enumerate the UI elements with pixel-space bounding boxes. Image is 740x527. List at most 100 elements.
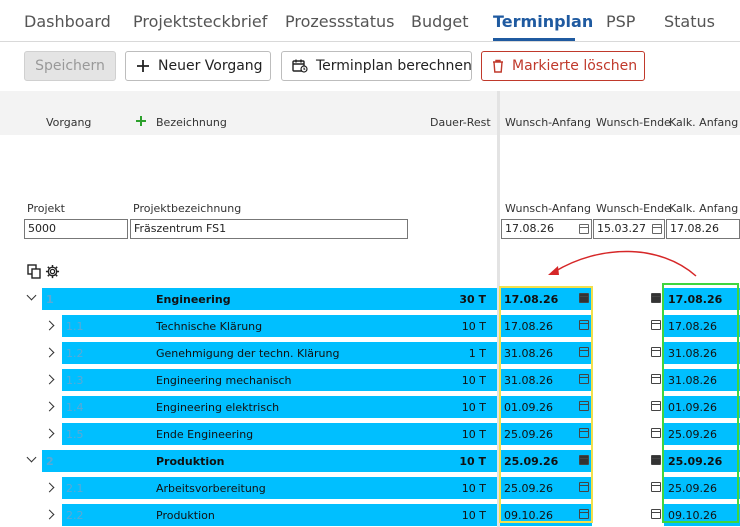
task-dauer: 1 T xyxy=(468,347,486,360)
tab-status[interactable]: Status xyxy=(664,12,715,31)
table-row[interactable]: 1 Engineering 30 T 17.08.26 17.08.26 xyxy=(0,288,740,310)
table-row[interactable]: 1.1 Technische Klärung 10 T 17.08.26 17.08.2… xyxy=(0,315,740,337)
row-highlight xyxy=(500,423,592,445)
chevron-down-icon[interactable] xyxy=(26,290,37,301)
grid-header xyxy=(0,91,740,135)
row-highlight xyxy=(500,477,592,499)
task-wunsch-anfang[interactable]: 25.09.26 xyxy=(504,428,553,441)
calendar-icon[interactable] xyxy=(579,455,589,465)
row-highlight xyxy=(500,450,592,472)
calendar-icon[interactable] xyxy=(579,293,589,303)
tab-dashboard[interactable]: Dashboard xyxy=(24,12,111,31)
task-dauer: 10 T xyxy=(461,509,486,522)
task-wunsch-anfang[interactable]: 31.08.26 xyxy=(504,347,553,360)
row-highlight xyxy=(500,369,592,391)
header-kalk-anfang: Kalk. Anfang xyxy=(669,116,739,129)
calendar-icon[interactable] xyxy=(579,320,589,330)
task-kalk-anfang: 25.09.26 xyxy=(668,455,723,468)
tab-terminplan[interactable]: Terminplan xyxy=(493,12,594,31)
row-highlight xyxy=(664,504,740,526)
chevron-right-icon[interactable] xyxy=(44,509,55,520)
tab-psp[interactable]: PSP xyxy=(606,12,636,31)
gear-icon[interactable] xyxy=(45,264,60,279)
row-highlight xyxy=(62,342,497,364)
calendar-icon[interactable] xyxy=(651,482,661,492)
calendar-icon[interactable] xyxy=(579,428,589,438)
project-wunsch-anfang-field[interactable]: 17.08.26 xyxy=(501,219,592,239)
calendar-icon[interactable] xyxy=(651,509,661,519)
calculate-schedule-label: Terminplan berechnen xyxy=(316,58,472,74)
task-name: Technische Klärung xyxy=(156,320,263,333)
chevron-right-icon[interactable] xyxy=(44,347,55,358)
task-wunsch-anfang[interactable]: 17.08.26 xyxy=(504,320,553,333)
row-highlight xyxy=(664,315,740,337)
projekt-label: Projekt xyxy=(27,202,65,215)
table-row[interactable]: 2.2 Produktion 10 T 09.10.26 09.10.26 xyxy=(0,504,740,526)
new-task-button[interactable]: Neuer Vorgang xyxy=(125,51,271,81)
task-kalk-anfang: 31.08.26 xyxy=(668,374,717,387)
table-row[interactable]: 1.5 Ende Engineering 10 T 25.09.26 25.09.26 xyxy=(0,423,740,445)
task-dauer: 10 T xyxy=(461,320,486,333)
tab-prozessstatus[interactable]: Prozessstatus xyxy=(285,12,395,31)
add-row-icon[interactable] xyxy=(135,115,147,127)
tab-budget[interactable]: Budget xyxy=(411,12,469,31)
table-row[interactable]: 1.4 Engineering elektrisch 10 T 01.09.26 01.… xyxy=(0,396,740,418)
task-name: Engineering elektrisch xyxy=(156,401,280,414)
row-highlight xyxy=(500,504,592,526)
task-wunsch-anfang[interactable]: 17.08.26 xyxy=(504,293,559,306)
task-dauer: 10 T xyxy=(461,374,486,387)
project-kalk-anfang-value: 17.08.26 xyxy=(670,222,719,235)
chevron-down-icon[interactable] xyxy=(26,452,37,463)
projektbezeichnung-value: Fräszentrum FS1 xyxy=(134,222,227,235)
task-wunsch-anfang[interactable]: 09.10.26 xyxy=(504,509,553,522)
projekt-value: 5000 xyxy=(28,222,56,235)
calendar-icon[interactable] xyxy=(651,428,661,438)
task-kalk-anfang: 25.09.26 xyxy=(668,428,717,441)
table-row[interactable]: 1.3 Engineering mechanisch 10 T 31.08.26 31.… xyxy=(0,369,740,391)
header-wunsch-anfang: Wunsch-Anfang xyxy=(505,116,591,129)
header-vorgang: Vorgang xyxy=(46,116,92,129)
calendar-icon[interactable] xyxy=(651,347,661,357)
table-row[interactable]: 2 Produktion 10 T 25.09.26 25.09.26 xyxy=(0,450,740,472)
chevron-right-icon[interactable] xyxy=(44,401,55,412)
task-wunsch-anfang[interactable]: 25.09.26 xyxy=(504,455,559,468)
task-dauer: 10 T xyxy=(461,482,486,495)
calendar-icon[interactable] xyxy=(579,224,589,234)
projekt-field[interactable]: 5000 xyxy=(24,219,128,239)
calendar-icon[interactable] xyxy=(579,401,589,411)
table-row[interactable]: 1.2 Genehmigung der techn. Klärung 1 T 31.0… xyxy=(0,342,740,364)
chevron-right-icon[interactable] xyxy=(44,320,55,331)
calendar-icon[interactable] xyxy=(579,347,589,357)
copy-icon[interactable] xyxy=(27,264,41,279)
calendar-icon[interactable] xyxy=(651,374,661,384)
table-row[interactable]: 2.1 Arbeitsvorbereitung 10 T 25.09.26 25.09.… xyxy=(0,477,740,499)
project-kalk-anfang-field[interactable]: 17.08.26 xyxy=(666,219,740,239)
chevron-right-icon[interactable] xyxy=(44,482,55,493)
calendar-icon[interactable] xyxy=(652,224,662,234)
calendar-icon[interactable] xyxy=(651,401,661,411)
chevron-right-icon[interactable] xyxy=(44,374,55,385)
calendar-icon[interactable] xyxy=(579,374,589,384)
task-wunsch-anfang[interactable]: 31.08.26 xyxy=(504,374,553,387)
save-button[interactable]: Speichern xyxy=(24,51,116,81)
chevron-right-icon[interactable] xyxy=(44,428,55,439)
calendar-icon[interactable] xyxy=(651,455,661,465)
row-highlight xyxy=(500,288,592,310)
task-wunsch-anfang[interactable]: 25.09.26 xyxy=(504,482,553,495)
annotation-arrow xyxy=(548,250,697,277)
new-task-label: Neuer Vorgang xyxy=(158,58,263,74)
calendar-icon[interactable] xyxy=(579,509,589,519)
project-wunsch-anfang-label: Wunsch-Anfang xyxy=(505,202,591,215)
calendar-icon[interactable] xyxy=(579,482,589,492)
calendar-icon[interactable] xyxy=(651,320,661,330)
frozen-column-divider[interactable] xyxy=(497,91,500,527)
calculate-schedule-button[interactable]: Terminplan berechnen xyxy=(281,51,472,81)
calendar-icon[interactable] xyxy=(651,293,661,303)
row-highlight xyxy=(42,288,497,310)
task-kalk-anfang: 17.08.26 xyxy=(668,293,723,306)
task-wunsch-anfang[interactable]: 01.09.26 xyxy=(504,401,553,414)
delete-marked-button[interactable]: Markierte löschen xyxy=(481,51,645,81)
tab-projektsteckbrief[interactable]: Projektsteckbrief xyxy=(133,12,268,31)
project-wunsch-ende-field[interactable]: 15.03.27 xyxy=(593,219,665,239)
projektbezeichnung-field[interactable]: Fräszentrum FS1 xyxy=(130,219,408,239)
